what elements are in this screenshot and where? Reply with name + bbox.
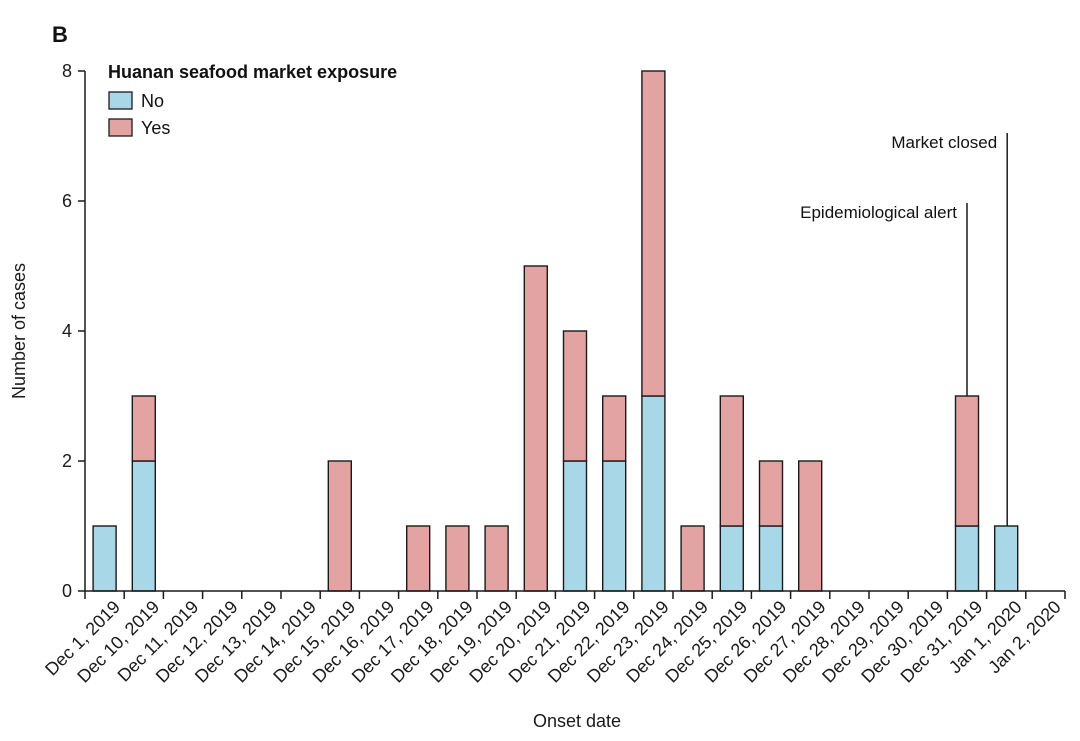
bar-yes-9 xyxy=(445,525,470,592)
annotation-label-0: Epidemiological alert xyxy=(800,203,957,222)
bar-yes-22 xyxy=(954,395,980,527)
annotation-label-1: Market closed xyxy=(891,133,997,152)
bar-no-14 xyxy=(641,395,666,592)
y-tick-label: 4 xyxy=(62,321,72,341)
bar-no-12 xyxy=(562,460,588,592)
bar-yes-8 xyxy=(406,525,431,592)
y-tick-label: 0 xyxy=(62,581,72,601)
bar-no-16 xyxy=(719,525,744,592)
bar-no-1 xyxy=(131,460,157,592)
bar-no-0 xyxy=(92,525,117,592)
y-tick-label: 8 xyxy=(62,61,72,81)
legend-label-yes: Yes xyxy=(141,118,170,138)
annotations-layer: Epidemiological alert Market closed xyxy=(800,133,1008,526)
bar-yes-6 xyxy=(327,460,352,592)
bar-yes-11 xyxy=(523,265,548,592)
y-axis-title: Number of cases xyxy=(9,263,29,399)
y-tick-label: 2 xyxy=(62,451,72,471)
x-axis-title: Onset date xyxy=(533,711,621,731)
legend: Huanan seafood market exposure No Yes xyxy=(108,62,397,138)
legend-label-no: No xyxy=(141,91,164,111)
legend-swatch-yes xyxy=(108,118,133,137)
bar-no-22 xyxy=(954,525,980,592)
y-tick-label: 6 xyxy=(62,191,72,211)
bar-yes-15 xyxy=(680,525,705,592)
bars-layer xyxy=(92,70,1019,592)
bar-yes-14 xyxy=(641,70,666,397)
bar-no-23 xyxy=(994,525,1019,592)
bar-yes-18 xyxy=(798,460,823,592)
panel-letter: B xyxy=(52,22,68,47)
bar-no-17 xyxy=(758,525,784,592)
bar-no-13 xyxy=(602,460,627,592)
legend-swatch-no xyxy=(108,91,133,110)
bar-yes-10 xyxy=(484,525,509,592)
bar-yes-16 xyxy=(719,395,744,527)
bar-yes-13 xyxy=(602,395,627,462)
bar-yes-12 xyxy=(562,330,588,462)
bar-yes-17 xyxy=(758,460,784,527)
legend-title: Huanan seafood market exposure xyxy=(108,62,397,82)
bar-yes-1 xyxy=(131,395,157,462)
